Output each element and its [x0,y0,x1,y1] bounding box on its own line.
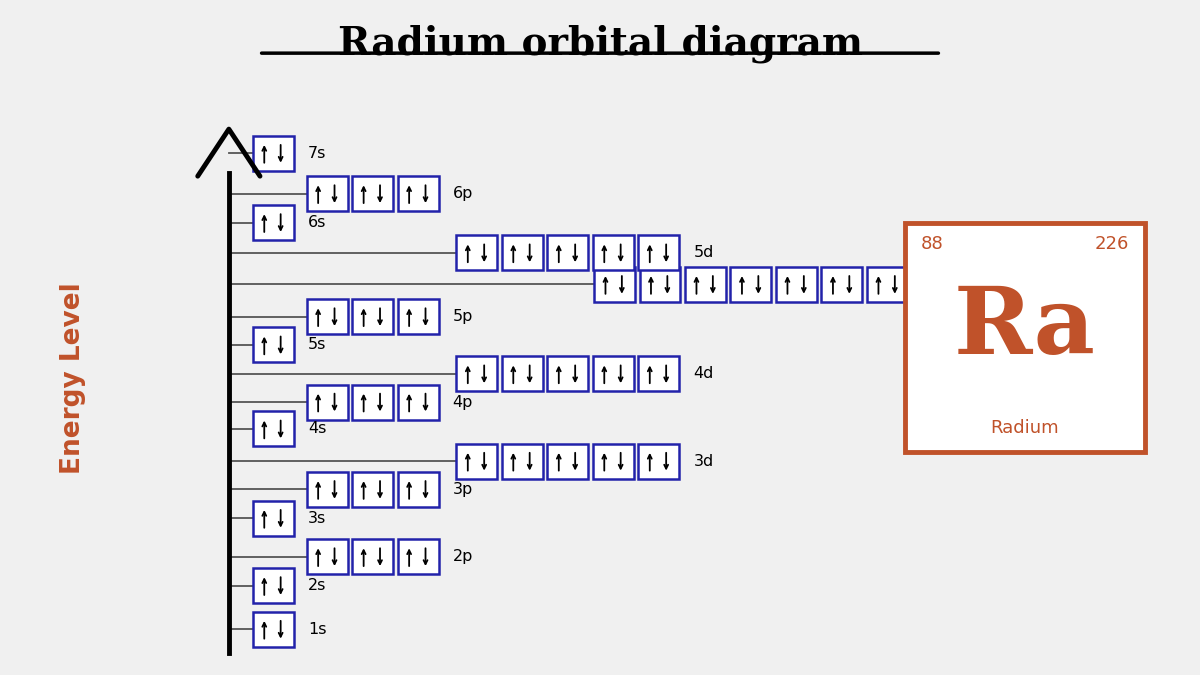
Text: 4f: 4f [922,277,938,292]
Bar [352,539,394,574]
Text: 226: 226 [1094,236,1129,253]
Bar [307,539,348,574]
Bar [397,539,439,574]
Bar [307,385,348,419]
Bar [593,356,634,392]
Bar [905,223,1145,452]
Bar [352,176,394,211]
Bar [502,356,542,392]
Bar [456,236,497,270]
Bar [593,236,634,270]
Text: 4d: 4d [694,367,714,381]
Bar [640,267,680,302]
Bar [547,236,588,270]
Text: 3p: 3p [452,482,473,497]
Bar [397,472,439,507]
Bar [253,327,294,362]
Bar [547,356,588,392]
Text: 1s: 1s [308,622,326,637]
Text: Energy Level: Energy Level [60,282,86,474]
Bar [638,236,679,270]
Bar [456,356,497,392]
Bar [822,267,863,302]
Text: Radium orbital diagram: Radium orbital diagram [337,25,863,63]
Text: 5p: 5p [452,309,473,324]
Bar [547,443,588,479]
Text: 4p: 4p [452,394,473,410]
Bar [397,385,439,419]
Bar [352,472,394,507]
Text: 2s: 2s [308,578,326,593]
Bar [502,236,542,270]
Bar [776,267,817,302]
Bar [352,299,394,334]
Bar [397,299,439,334]
Bar [352,385,394,419]
Bar [253,568,294,603]
Bar [307,299,348,334]
Text: 7s: 7s [308,146,326,161]
Text: 3d: 3d [694,454,714,468]
Text: 3s: 3s [308,511,326,526]
Text: 88: 88 [920,236,943,253]
Text: 2p: 2p [452,549,473,564]
Bar [253,205,294,240]
Text: 5s: 5s [308,338,326,352]
Text: 6s: 6s [308,215,326,230]
Text: 6p: 6p [452,186,473,201]
Text: Ra: Ra [954,284,1096,373]
Bar [866,267,908,302]
Bar [253,612,294,647]
Bar [253,412,294,446]
Bar [731,267,772,302]
Text: 5d: 5d [694,245,714,261]
Bar [397,176,439,211]
Text: 4s: 4s [308,421,326,437]
Bar [253,136,294,171]
Bar [593,443,634,479]
Bar [307,472,348,507]
Bar [594,267,635,302]
Bar [253,501,294,536]
Bar [307,176,348,211]
Bar [638,443,679,479]
Text: Radium: Radium [991,419,1060,437]
Bar [456,443,497,479]
Bar [502,443,542,479]
Bar [638,356,679,392]
Bar [685,267,726,302]
